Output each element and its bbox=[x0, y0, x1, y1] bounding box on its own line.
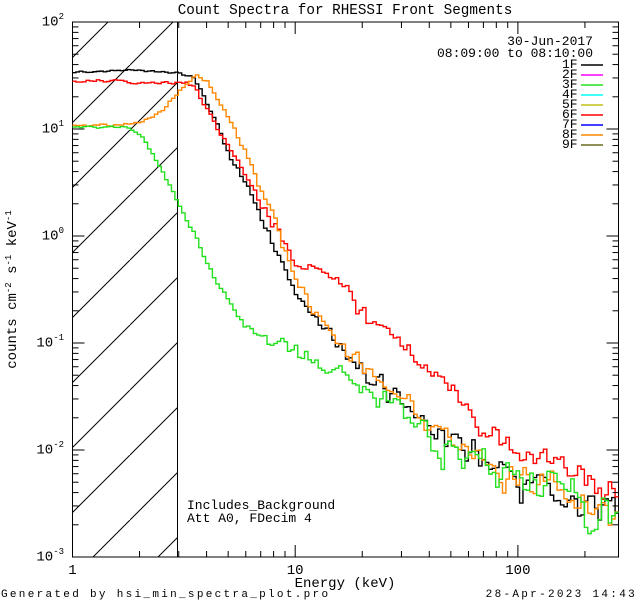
svg-text:100: 100 bbox=[505, 563, 530, 579]
svg-text:1: 1 bbox=[68, 563, 76, 579]
svg-text:28-Apr-2023 14:43: 28-Apr-2023 14:43 bbox=[486, 589, 637, 600]
svg-text:Count Spectra for RHESSI Front: Count Spectra for RHESSI Front Segments bbox=[178, 3, 513, 19]
svg-text:Att A0, FDecim 4: Att A0, FDecim 4 bbox=[187, 511, 312, 526]
svg-text:Generated by hsi_min_spectra_p: Generated by hsi_min_spectra_plot.pro bbox=[1, 589, 330, 600]
svg-text:Energy (keV): Energy (keV) bbox=[295, 576, 396, 592]
svg-text:08:09:00 to 08:10:00: 08:09:00 to 08:10:00 bbox=[437, 46, 593, 61]
svg-text:9F: 9F bbox=[562, 137, 578, 152]
